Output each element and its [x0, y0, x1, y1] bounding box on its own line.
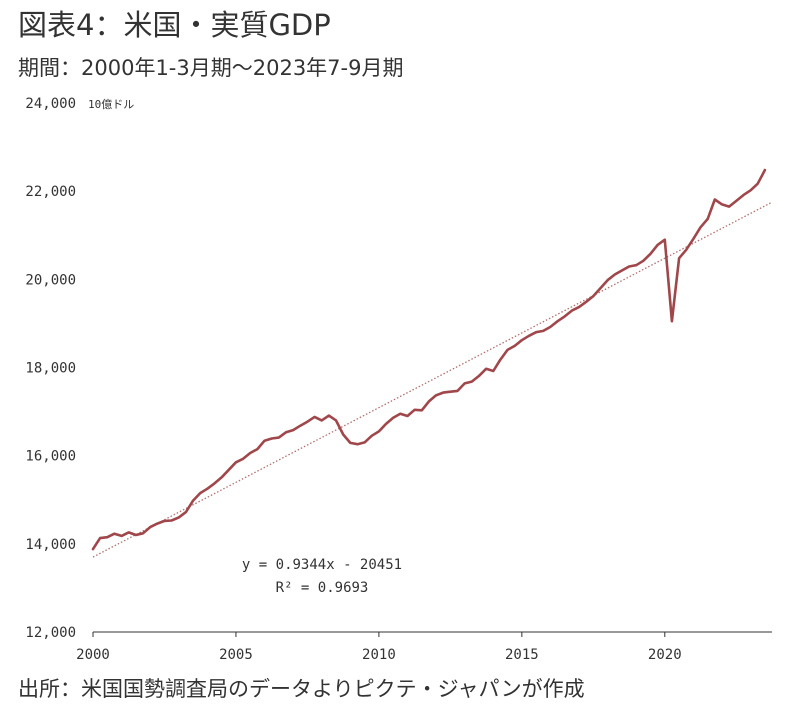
y-tick-label: 20,000: [25, 272, 76, 288]
y-tick-label: 12,000: [25, 625, 76, 641]
chart-subtitle: 期間：2000年1-3月期～2023年7-9月期: [18, 56, 404, 80]
y-axis-ticks: 12,000 14,000 16,000 18,000 20,000 22,000 24,0…: [25, 96, 76, 641]
gdp-series-line: [91, 168, 767, 551]
r-squared: R² = 0.9693: [276, 580, 369, 596]
trend-equation: y = 0.9344x - 20451: [242, 557, 402, 573]
source-note: 出所：米国国勢調査局のデータよりピクテ・ジャパンが作成: [18, 677, 585, 701]
y-tick-label: 22,000: [25, 184, 76, 200]
y-tick-label: 16,000: [25, 449, 76, 465]
x-tick-label: 2005: [219, 647, 253, 663]
trend-line: [92, 201, 773, 558]
chart-title: 図表4：米国・実質GDP: [18, 8, 331, 42]
x-tick-label: 2015: [505, 647, 539, 663]
y-tick-label: 18,000: [25, 361, 76, 377]
plot-area: [91, 168, 773, 558]
x-tick-label: 2000: [76, 647, 110, 663]
x-axis-ticks: 2000 2005 2010 2015 2020: [76, 631, 772, 663]
y-tick-label: 14,000: [25, 537, 76, 553]
x-tick-label: 2020: [648, 647, 682, 663]
y-tick-label: 24,000: [25, 96, 76, 112]
x-tick-label: 2010: [362, 647, 396, 663]
unit-label: 10億ドル: [88, 98, 134, 111]
